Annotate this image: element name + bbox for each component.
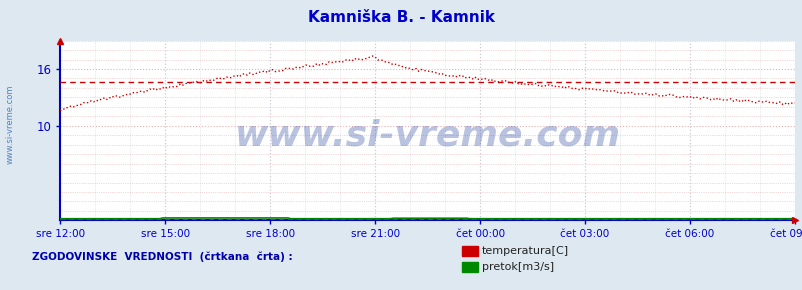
Text: www.si-vreme.com: www.si-vreme.com <box>6 85 15 164</box>
Text: temperatura[C]: temperatura[C] <box>481 246 568 256</box>
Text: pretok[m3/s]: pretok[m3/s] <box>481 262 553 272</box>
Text: www.si-vreme.com: www.si-vreme.com <box>234 119 620 153</box>
Text: Kamniška B. - Kamnik: Kamniška B. - Kamnik <box>308 10 494 25</box>
Text: ZGODOVINSKE  VREDNOSTI  (črtkana  črta) :: ZGODOVINSKE VREDNOSTI (črtkana črta) : <box>32 251 293 262</box>
